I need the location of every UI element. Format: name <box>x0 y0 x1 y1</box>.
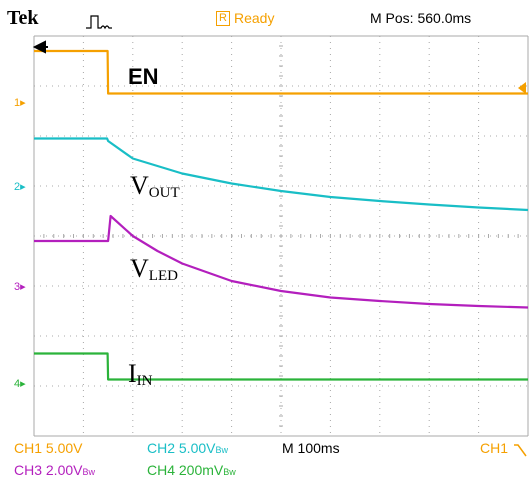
timebase-readout: M 100ms <box>282 440 340 456</box>
waveform-traces <box>34 49 529 381</box>
brand-logo: Tek <box>7 7 39 29</box>
channel-2-marker: 2▸ <box>14 181 26 193</box>
channel-3-marker: 3▸ <box>14 281 26 293</box>
trigger-state-badge: R <box>216 11 230 26</box>
trace-ch1 <box>34 49 528 95</box>
trigger-level-marker-icon <box>518 82 526 94</box>
ch2-scale-readout: CH2 5.00VBw <box>147 440 228 456</box>
series-label-en: EN <box>128 64 159 89</box>
trace-ch3 <box>34 214 529 309</box>
trigger-position-arrow-icon <box>32 40 48 54</box>
series-label-vout: VOUT <box>130 171 180 201</box>
ch4-scale-readout: CH4 200mVBw <box>147 462 236 478</box>
pulse-waveform-icon <box>86 15 112 30</box>
falling-edge-icon <box>514 444 527 457</box>
ch3-scale-readout: CH3 2.00VBw <box>14 462 95 478</box>
trigger-source-readout: CH1 <box>480 440 509 456</box>
series-label-iin: IIN <box>128 359 153 389</box>
channel-1-marker: 1▸ <box>14 97 26 109</box>
trace-ch2 <box>34 137 529 212</box>
ch1-scale-readout: CH1 5.00V <box>14 440 83 456</box>
trace-ch4 <box>34 352 528 381</box>
acquisition-status: Ready <box>234 10 275 26</box>
channel-4-marker: 4▸ <box>14 378 26 390</box>
graticule <box>33 35 529 437</box>
series-label-vled: VLED <box>130 254 178 284</box>
horizontal-position-readout: M Pos: 560.0ms <box>370 10 472 26</box>
